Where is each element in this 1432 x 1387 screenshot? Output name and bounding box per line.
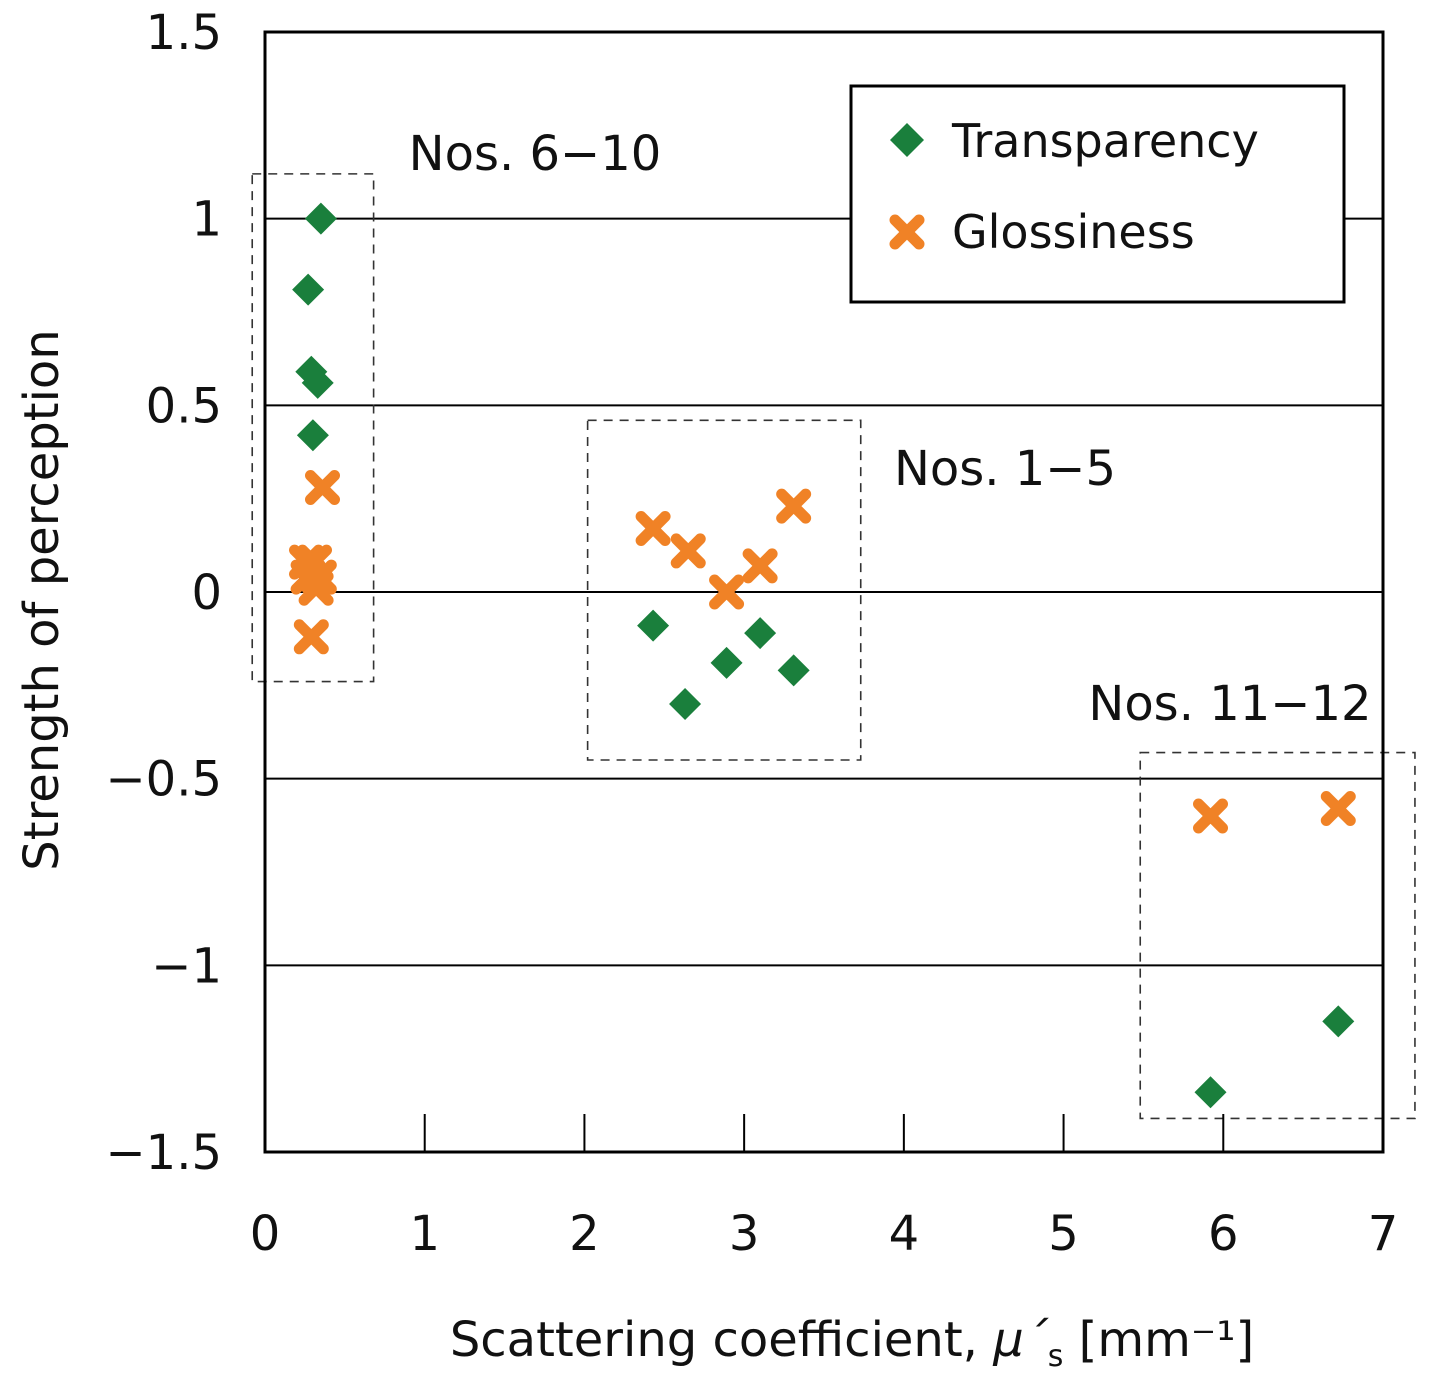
transparency-point bbox=[669, 688, 702, 720]
x-ticks: 0 1 2 3 4 5 6 7 bbox=[250, 1114, 1399, 1262]
group-label: Nos. 1−5 bbox=[894, 441, 1116, 497]
glossiness-point bbox=[635, 511, 671, 547]
glossiness-point bbox=[1193, 798, 1229, 834]
glossiness-point bbox=[776, 488, 812, 524]
cross-stroke bbox=[709, 574, 745, 610]
glossiness-point bbox=[1320, 791, 1356, 827]
group-box bbox=[586, 419, 862, 761]
group-label: Nos. 6−10 bbox=[409, 126, 662, 182]
transparency-point bbox=[1194, 1076, 1227, 1109]
plot-frame bbox=[263, 30, 1385, 1154]
legend-diamond-icon bbox=[890, 123, 924, 157]
legend-cross-mark bbox=[889, 214, 925, 250]
transparency-point bbox=[292, 273, 325, 306]
group-box bbox=[1139, 751, 1416, 1120]
transparency-point bbox=[710, 646, 743, 679]
x-tick-label: 6 bbox=[1208, 1206, 1239, 1262]
x-tick-label: 3 bbox=[729, 1206, 760, 1262]
glossiness-point bbox=[670, 533, 706, 569]
glossiness-point bbox=[709, 574, 745, 610]
cross-stroke bbox=[293, 619, 329, 655]
transparency-point bbox=[637, 609, 670, 642]
cross-stroke bbox=[635, 511, 671, 547]
y-tick-label: −1.5 bbox=[105, 1125, 222, 1181]
group-box bbox=[251, 173, 375, 683]
y-tick-label: 1 bbox=[191, 192, 222, 248]
legend-cross-icon bbox=[889, 214, 925, 250]
y-tick-label: 1.5 bbox=[146, 5, 222, 61]
x-tick-label: 1 bbox=[409, 1206, 440, 1262]
y-axis-title: Strength of perception bbox=[14, 329, 70, 870]
x-axis-title: Scattering coefficient, μ´s [mm⁻¹] bbox=[450, 1312, 1254, 1374]
cross-stroke bbox=[742, 548, 778, 584]
x-tick-label: 5 bbox=[1048, 1206, 1079, 1262]
legend-label-transparency: Transparency bbox=[951, 114, 1259, 168]
x-tick-label: 7 bbox=[1368, 1206, 1399, 1262]
group-boxes: Nos. 6−10 Nos. 1−5 Nos. 11−12 bbox=[251, 126, 1416, 1120]
transparency-point bbox=[744, 617, 777, 650]
y-ticks: 1.5 1 0.5 0 −0.5 −1 −1.5 bbox=[105, 5, 222, 1181]
x-tick-label: 4 bbox=[889, 1206, 920, 1262]
x-axis-title-main: Scattering coefficient, bbox=[450, 1312, 993, 1368]
cross-stroke bbox=[1320, 791, 1356, 827]
cross-stroke bbox=[776, 488, 812, 524]
transparency-point bbox=[301, 366, 334, 399]
transparency-point bbox=[777, 654, 810, 687]
cross-stroke bbox=[670, 533, 706, 569]
y-tick-label: 0.5 bbox=[146, 378, 222, 434]
cross-stroke bbox=[889, 214, 925, 250]
legend-label-glossiness: Glossiness bbox=[952, 205, 1195, 259]
legend: Transparency Glossiness bbox=[849, 84, 1346, 304]
x-axis-title-symbol: μ´ bbox=[992, 1312, 1050, 1368]
gridlines bbox=[265, 217, 1383, 967]
legend-box bbox=[849, 84, 1346, 304]
cross-stroke bbox=[304, 469, 340, 505]
cross-stroke bbox=[1193, 798, 1229, 834]
data-points bbox=[289, 202, 1356, 1109]
x-tick-label: 0 bbox=[250, 1206, 281, 1262]
transparency-point bbox=[1322, 1005, 1355, 1038]
y-tick-label: −1 bbox=[151, 938, 222, 994]
glossiness-point bbox=[742, 548, 778, 584]
x-axis-title-unit: [mm⁻¹] bbox=[1063, 1312, 1254, 1368]
transparency-point bbox=[296, 419, 329, 452]
glossiness-point bbox=[293, 619, 329, 655]
y-tick-label: −0.5 bbox=[105, 752, 222, 808]
cross-stroke bbox=[298, 570, 334, 606]
glossiness-point bbox=[298, 570, 334, 606]
glossiness-point bbox=[304, 469, 340, 505]
transparency-point bbox=[304, 202, 337, 235]
y-tick-label: 0 bbox=[191, 565, 222, 621]
x-axis-title-subscript: s bbox=[1048, 1339, 1064, 1374]
x-tick-label: 2 bbox=[569, 1206, 600, 1262]
group-label: Nos. 11−12 bbox=[1088, 676, 1371, 732]
